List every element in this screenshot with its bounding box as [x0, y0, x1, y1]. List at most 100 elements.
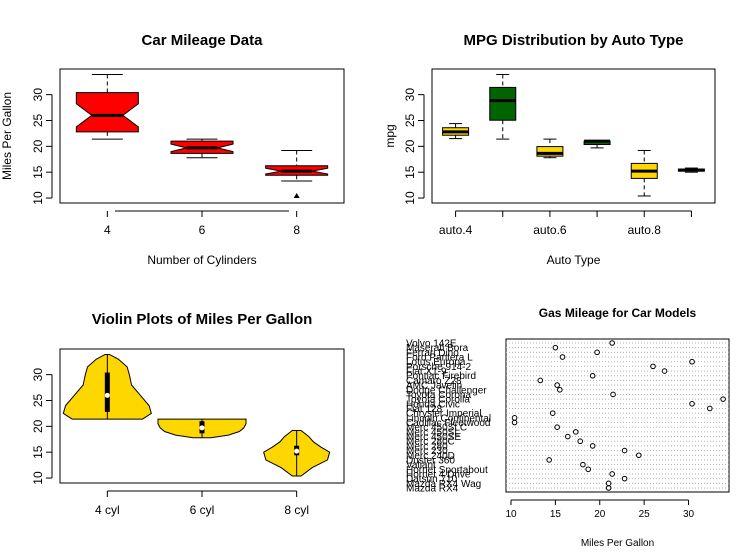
cyl-x-axis-label: Number of Cylinders — [147, 253, 256, 267]
dot-point — [511, 415, 518, 421]
dot-point — [557, 386, 563, 393]
violin-y-tick-label: 25 — [31, 393, 45, 407]
dot-car-label: Duster 360 — [406, 455, 455, 466]
dot-car-label: AMC Javelin — [406, 381, 462, 392]
dot-car-label: Cadillac Fleetwood — [406, 418, 491, 429]
violin-4-cyl — [62, 353, 152, 420]
dot-car-label: Merc 280C — [406, 437, 455, 448]
dot-point — [549, 410, 556, 416]
violin-x-tick-label: 4 cyl — [95, 503, 120, 517]
dot-car-label: Mazda RX4 — [406, 484, 459, 495]
dot-x-axis-label: Miles Per Gallon — [581, 538, 654, 549]
violin-plot-frame — [59, 348, 345, 484]
dot-point — [511, 419, 518, 426]
dot-plot-frame — [505, 338, 730, 493]
dot-point — [621, 475, 628, 482]
dot-car-label: Hornet 4 Drive — [406, 469, 471, 480]
violin-6-cyl — [157, 418, 247, 439]
dot-car-label: Ferrari Dino — [406, 348, 459, 359]
dot-car-label: Merc 450SLC — [406, 423, 467, 434]
auto-box-manual.8 — [677, 167, 705, 173]
dot-point — [589, 443, 596, 449]
dot-car-label: Merc 450SL — [406, 427, 460, 438]
dot-point — [546, 457, 552, 463]
dot-x-tick-label: 30 — [683, 509, 695, 520]
auto-box-manual.6 — [583, 139, 611, 149]
dot-x-tick-label: 25 — [639, 509, 651, 520]
dot-point — [594, 349, 600, 356]
dot-x-tick-label: 10 — [505, 509, 517, 520]
dot-point — [572, 429, 579, 435]
dot-point — [585, 466, 592, 473]
dot-point — [636, 452, 642, 459]
dot-car-label: Mazda RX4 Wag — [406, 479, 481, 490]
dot-point — [559, 354, 566, 360]
auto-box-manual.4 — [489, 73, 517, 140]
dot-x-tick-label: 15 — [550, 509, 562, 520]
auto-box-auto.8 — [630, 149, 658, 197]
dot-car-label: Honda Civic — [406, 399, 460, 410]
dot-point — [689, 358, 695, 365]
cyl-y-tick-label: 30 — [31, 88, 45, 102]
violin-x-tick-label: 8 cyl — [284, 503, 309, 517]
auto-y-tick-label: 30 — [403, 88, 417, 102]
dot-point — [552, 344, 559, 351]
dot-car-label: Hornet Sportabout — [406, 465, 488, 476]
dot-car-label: Ford Pantera L — [406, 353, 473, 364]
dot-car-label: Lincoln Continental — [406, 413, 491, 424]
cyl-box-4 — [75, 73, 139, 140]
dot-car-label: Volvo 142E — [406, 339, 457, 350]
cyl-y-axis-label: Miles Per Gallon — [0, 92, 14, 180]
dot-car-label: Lotus Europa — [406, 357, 466, 368]
cyl-y-tick-label: 15 — [31, 165, 45, 179]
violin-y-tick-label: 15 — [31, 445, 45, 459]
dot-car-label: Toyota Corona — [406, 390, 471, 401]
dot-x-tick-label: 20 — [594, 509, 606, 520]
cyl-chart-title: Car Mileage Data — [142, 32, 264, 49]
auto-x-axis-label: Auto Type — [547, 253, 601, 267]
auto-y-tick-label: 25 — [403, 113, 417, 127]
dot-car-label: Datsun 710 — [406, 474, 458, 485]
cyl-y-tick-label: 10 — [31, 191, 45, 205]
auto-x-tick-label: auto.4 — [439, 223, 473, 237]
auto-x-tick-label: auto.6 — [533, 223, 567, 237]
dot-point — [605, 480, 612, 487]
dot-point — [707, 405, 713, 412]
cyl-8-outlier — [293, 192, 300, 198]
violin-y-tick-label: 20 — [31, 419, 45, 433]
dot-point — [580, 461, 586, 468]
dot-point — [621, 447, 628, 454]
violin-iqr-box — [104, 372, 110, 412]
dot-point — [565, 433, 571, 440]
auto-box-auto.4 — [442, 123, 470, 140]
dot-car-label: Merc 230 — [406, 446, 448, 457]
cyl-y-tick-label: 20 — [31, 139, 45, 153]
dot-chart-title: Gas Mileage for Car Models — [539, 306, 697, 320]
dot-point — [720, 396, 726, 402]
dot-car-label: Fiat X1-9 — [406, 367, 447, 378]
dot-point — [589, 372, 596, 379]
auto-plot-frame — [431, 68, 716, 204]
dot-point — [650, 363, 656, 370]
auto-y-tick-label: 20 — [403, 139, 417, 153]
dot-point — [689, 401, 695, 407]
dot-point — [661, 368, 668, 374]
auto-y-axis-label: mpg — [383, 124, 397, 147]
violin-median-dot — [294, 448, 300, 454]
cyl-y-tick-label: 25 — [31, 113, 45, 127]
dot-car-label: Chrysler Imperial — [406, 409, 482, 420]
auto-y-tick-label: 15 — [403, 165, 417, 179]
dot-car-label: Camaro Z28 — [406, 376, 462, 387]
cyl-plot-frame — [59, 68, 345, 204]
dot-car-label: Fiat 128 — [406, 404, 443, 415]
auto-x-tick-label: auto.8 — [628, 223, 662, 237]
violin-y-tick-label: 10 — [31, 471, 45, 485]
auto-chart-title: MPG Distribution by Auto Type — [464, 32, 684, 49]
dot-car-label: Porsche 914-2 — [406, 362, 471, 373]
cyl-x-tick-label: 6 — [199, 223, 206, 237]
dot-point — [609, 340, 615, 346]
auto-y-tick-label: 10 — [403, 191, 417, 205]
dot-point — [605, 485, 612, 491]
cyl-box-6 — [170, 138, 234, 159]
